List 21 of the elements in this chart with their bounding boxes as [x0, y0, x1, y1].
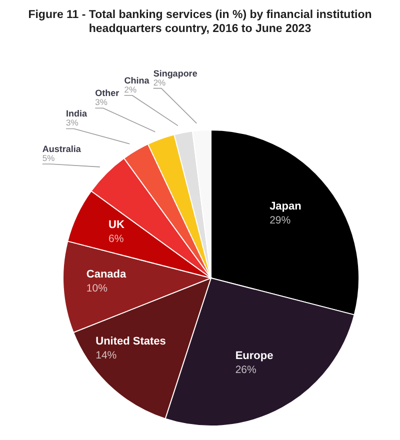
slice-label: China: [124, 75, 150, 86]
data-label: 3%: [95, 97, 108, 108]
data-label: 29%: [270, 214, 291, 226]
data-label: 10%: [86, 282, 108, 294]
data-label: 3%: [66, 118, 79, 128]
data-label: 5%: [42, 153, 56, 164]
data-label: 6%: [108, 233, 124, 246]
slice-label: UK: [108, 219, 124, 232]
slice-label: Europe: [235, 350, 274, 362]
slice-label: India: [66, 108, 88, 119]
data-label: 26%: [235, 364, 256, 376]
slice-label: United States: [96, 335, 166, 348]
slice-label: Singapore: [153, 68, 198, 78]
slice-label: Australia: [42, 144, 82, 154]
slice-label: Other: [95, 88, 120, 98]
data-label: 14%: [96, 349, 117, 362]
data-label: 2%: [153, 77, 166, 88]
data-label: 2%: [124, 84, 137, 94]
slice-label: Canada: [86, 268, 128, 280]
slice-label: Japan: [270, 200, 302, 212]
chart-title: Figure 11 - Total banking services (in %) by financial institution headquarters country, 2016 to June 2023: [27, 8, 373, 36]
